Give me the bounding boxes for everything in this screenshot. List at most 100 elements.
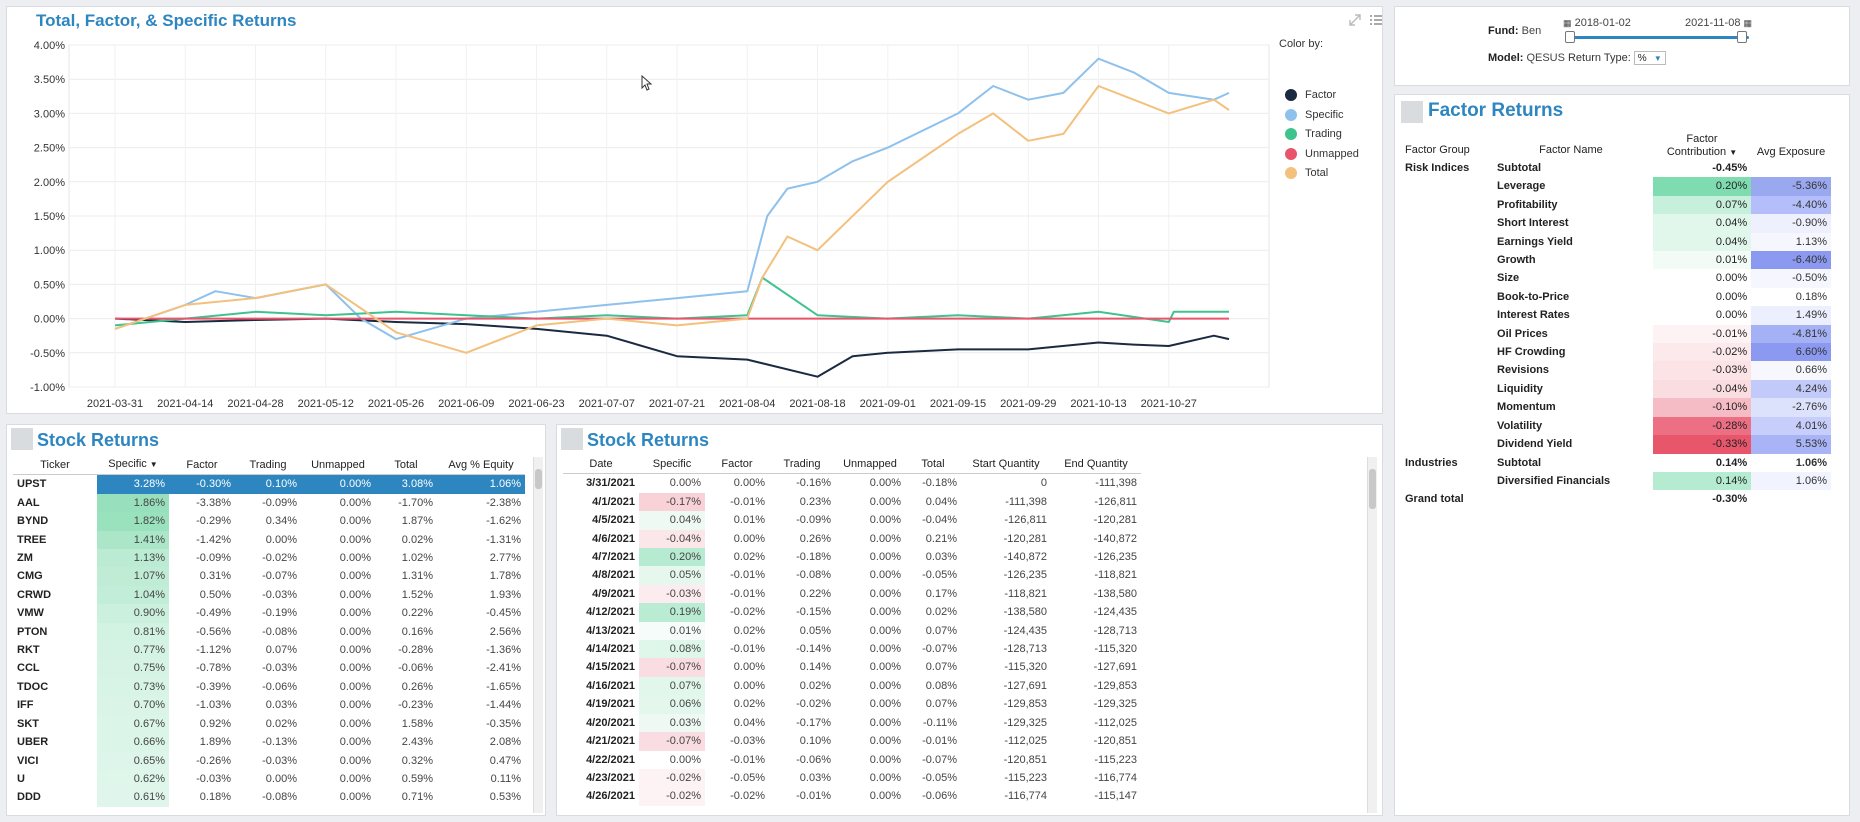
table-row[interactable]: 4/20/2021 0.03% 0.04% -0.17% 0.00% -0.11% -129… [563,713,1141,733]
table-row[interactable]: 4/26/2021 -0.02% -0.02% -0.01% 0.00% -0.06% -1… [563,787,1141,806]
table-row[interactable]: 4/15/2021 -0.07% 0.00% 0.14% 0.00% 0.07% -115,… [563,658,1141,677]
factor-row[interactable]: Earnings Yield 0.04% 1.13% [1401,232,1831,252]
table-row[interactable]: 4/1/2021 -0.17% -0.01% 0.23% 0.00% 0.04% -111,… [563,492,1141,512]
table-row[interactable]: DDD 0.61% 0.18% -0.08% 0.00% 0.71% 0.53% [13,788,525,807]
header-avg-exposure[interactable]: Avg Exposure [1756,146,1826,158]
column-header-end-quantity[interactable]: End Quantity [1051,455,1141,475]
factor-row[interactable]: Diversified Financials 0.14% 1.06% [1401,471,1831,491]
slider-end-handle[interactable] [1737,31,1747,43]
column-header-factor[interactable]: Factor [705,455,769,475]
table-row[interactable]: VICI 0.65% -0.26% -0.03% 0.00% 0.32% 0.47% [13,751,525,770]
column-header-factor[interactable]: Factor [169,455,235,476]
header-factor-group[interactable]: Factor Group [1405,143,1470,156]
scrollbar-thumb[interactable] [535,469,542,489]
table-row[interactable]: RKT 0.77% -1.12% 0.07% 0.00% -0.28% -1.36% [13,641,525,660]
table-row[interactable]: 4/14/2021 0.08% -0.01% -0.14% 0.00% -0.07% -12… [563,640,1141,659]
column-header-start-quantity[interactable]: Start Quantity [961,455,1051,475]
table-row[interactable]: 4/8/2021 0.05% -0.01% -0.08% 0.00% -0.05% -126… [563,566,1141,585]
column-header-unmapped[interactable]: Unmapped [835,455,905,475]
table-row[interactable]: ZM 1.13% -0.09% -0.02% 0.00% 1.02% 2.77% [13,549,525,568]
table-row[interactable]: VMW 0.90% -0.49% -0.19% 0.00% 0.22% -0.45% [13,604,525,623]
column-header-ticker[interactable]: Ticker [13,455,97,476]
column-header-avg-equity[interactable]: Avg % Equity [437,455,525,476]
column-header-total[interactable]: Total [375,455,437,476]
panel-drag-handle[interactable] [11,428,33,450]
factor-row[interactable]: Profitability 0.07% -4.40% [1401,195,1831,215]
factor-row[interactable]: Oil Prices -0.01% -4.81% [1401,324,1831,344]
table-row[interactable]: 3/31/2021 0.00% 0.00% -0.16% 0.00% -0.18% 0 -11… [563,474,1141,493]
slider-track [1569,36,1749,39]
panel-drag-handle[interactable] [1401,101,1423,123]
factor-row[interactable]: Industries Subtotal 0.14% 1.06% [1401,454,1831,472]
table-row[interactable]: SKT 0.67% 0.92% 0.02% 0.00% 1.58% -0.35% [13,714,525,734]
scrollbar-thumb[interactable] [1369,469,1376,509]
table-row[interactable]: UBER 0.66% 1.89% -0.13% 0.00% 2.43% 2.08% [13,733,525,752]
factor-row[interactable]: Growth 0.01% -6.40% [1401,251,1831,270]
table-row[interactable]: 4/13/2021 0.01% 0.02% 0.05% 0.00% 0.07% -124,4… [563,621,1141,641]
table-row[interactable]: BYND 1.82% -0.29% 0.34% 0.00% 1.87% -1.62% [13,512,525,531]
table-row[interactable]: 4/7/2021 0.20% 0.02% -0.18% 0.00% 0.03% -140,8… [563,548,1141,567]
legend-item-factor[interactable]: Factor [1285,89,1336,101]
table-row[interactable]: TREE 1.41% -1.42% 0.00% 0.00% 0.02% -1.31% [13,530,525,550]
header-factor-name[interactable]: Factor Name [1539,143,1603,156]
column-header-date[interactable]: Date [563,455,639,475]
slider-start-handle[interactable] [1565,31,1575,43]
panel-drag-handle[interactable] [561,428,583,450]
table-row[interactable]: IFF 0.70% -1.03% 0.03% 0.00% -0.23% -1.44% [13,696,525,715]
column-header-unmapped[interactable]: Unmapped [301,455,375,476]
column-header-specific[interactable]: Specific [639,455,705,475]
fund-value[interactable]: Ben [1521,25,1542,37]
table-row[interactable]: 4/5/2021 0.04% 0.01% -0.09% 0.00% -0.04% -126,… [563,511,1141,530]
factor-row[interactable]: Book-to-Price 0.00% 0.18% [1401,288,1831,306]
column-header-specific[interactable]: Specific ▼ [97,455,169,476]
header-factor-contribution[interactable]: Factor Contribution ▼ [1653,129,1751,159]
vertical-scrollbar[interactable] [533,457,543,813]
table-row[interactable]: UPST 3.28% -0.30% 0.10% 0.00% 3.08% 1.06% [13,474,525,494]
table-row[interactable]: 4/23/2021 -0.02% -0.05% 0.03% 0.00% -0.05% -11… [563,768,1141,788]
model-value[interactable]: QESUS [1526,52,1565,64]
ticker-cell: SKT [17,717,39,730]
factor-row[interactable]: Grand total -0.30% [1401,490,1831,508]
table-row[interactable]: U 0.62% -0.03% 0.00% 0.00% 0.59% 0.11% [13,769,525,789]
column-header-trading[interactable]: Trading [769,455,835,475]
factor-row[interactable]: Momentum -0.10% -2.76% [1401,398,1831,417]
table-row[interactable]: PTON 0.81% -0.56% -0.08% 0.00% 0.16% 2.56% [13,622,525,642]
table-row[interactable]: CCL 0.75% -0.78% -0.03% 0.00% -0.06% -2.41% [13,659,525,678]
factor-row[interactable]: Revisions -0.03% 0.66% [1401,361,1831,380]
factor-row[interactable]: Leverage 0.20% -5.36% [1401,177,1831,196]
table-row[interactable]: 4/19/2021 0.06% 0.02% -0.02% 0.00% 0.07% -129,… [563,695,1141,714]
table-row[interactable]: 4/6/2021 -0.04% 0.00% 0.26% 0.00% 0.21% -120,2… [563,529,1141,549]
table-row[interactable]: 4/9/2021 -0.03% -0.01% 0.22% 0.00% 0.17% -118,… [563,584,1141,604]
table-row[interactable]: 4/12/2021 0.19% -0.02% -0.15% 0.00% 0.02% -138… [563,603,1141,622]
calendar-icon[interactable]: ▦ [1743,18,1753,28]
column-header-trading[interactable]: Trading [235,455,301,476]
expand-icon[interactable] [1348,13,1362,27]
return-type-select[interactable]: % ▼ [1633,51,1666,65]
factor-row[interactable]: Size 0.00% -0.50% [1401,269,1831,288]
table-row[interactable]: CRWD 1.04% 0.50% -0.03% 0.00% 1.52% 1.93% [13,585,525,605]
vertical-scrollbar[interactable] [1367,457,1377,813]
table-row[interactable]: CMG 1.07% 0.31% -0.07% 0.00% 1.31% 1.78% [13,567,525,586]
table-row[interactable]: TDOC 0.73% -0.39% -0.06% 0.00% 0.26% -1.65% [13,677,525,697]
legend-item-trading[interactable]: Trading [1285,128,1342,140]
legend-item-total[interactable]: Total [1285,167,1328,179]
list-menu-icon[interactable] [1369,13,1383,27]
table-row[interactable]: 4/22/2021 0.00% -0.01% -0.06% 0.00% -0.07% -12… [563,751,1141,769]
factor-row[interactable]: Dividend Yield -0.33% 5.53% [1401,435,1831,454]
calendar-icon[interactable]: ▦ [1563,18,1572,28]
table-row[interactable]: 4/16/2021 0.07% 0.00% 0.02% 0.00% 0.08% -127,6… [563,676,1141,696]
factor-row[interactable]: Short Interest 0.04% -0.90% [1401,214,1831,233]
factor-row[interactable]: Liquidity -0.04% 4.24% [1401,379,1831,399]
legend-item-specific[interactable]: Specific [1285,108,1344,121]
factor-row[interactable]: HF Crowding -0.02% 6.60% [1401,343,1831,362]
date-end-value[interactable]: 2021-11-08 [1685,17,1741,29]
column-header-total[interactable]: Total [905,455,961,475]
factor-row[interactable]: Interest Rates 0.00% 1.49% [1401,306,1831,325]
date-range-slider[interactable] [1565,31,1749,43]
table-row[interactable]: AAL 1.86% -3.38% -0.09% 0.00% -1.70% -2.38% [13,493,525,513]
factor-row[interactable]: Volatility -0.28% 4.01% [1401,416,1831,436]
table-row[interactable]: 4/21/2021 -0.07% -0.03% 0.10% 0.00% -0.01% -11… [563,732,1141,751]
factor-row[interactable]: Risk Indices Subtotal -0.45% [1401,159,1831,177]
date-start-value[interactable]: 2018-01-02 [1574,17,1631,29]
legend-item-unmapped[interactable]: Unmapped [1285,147,1359,160]
